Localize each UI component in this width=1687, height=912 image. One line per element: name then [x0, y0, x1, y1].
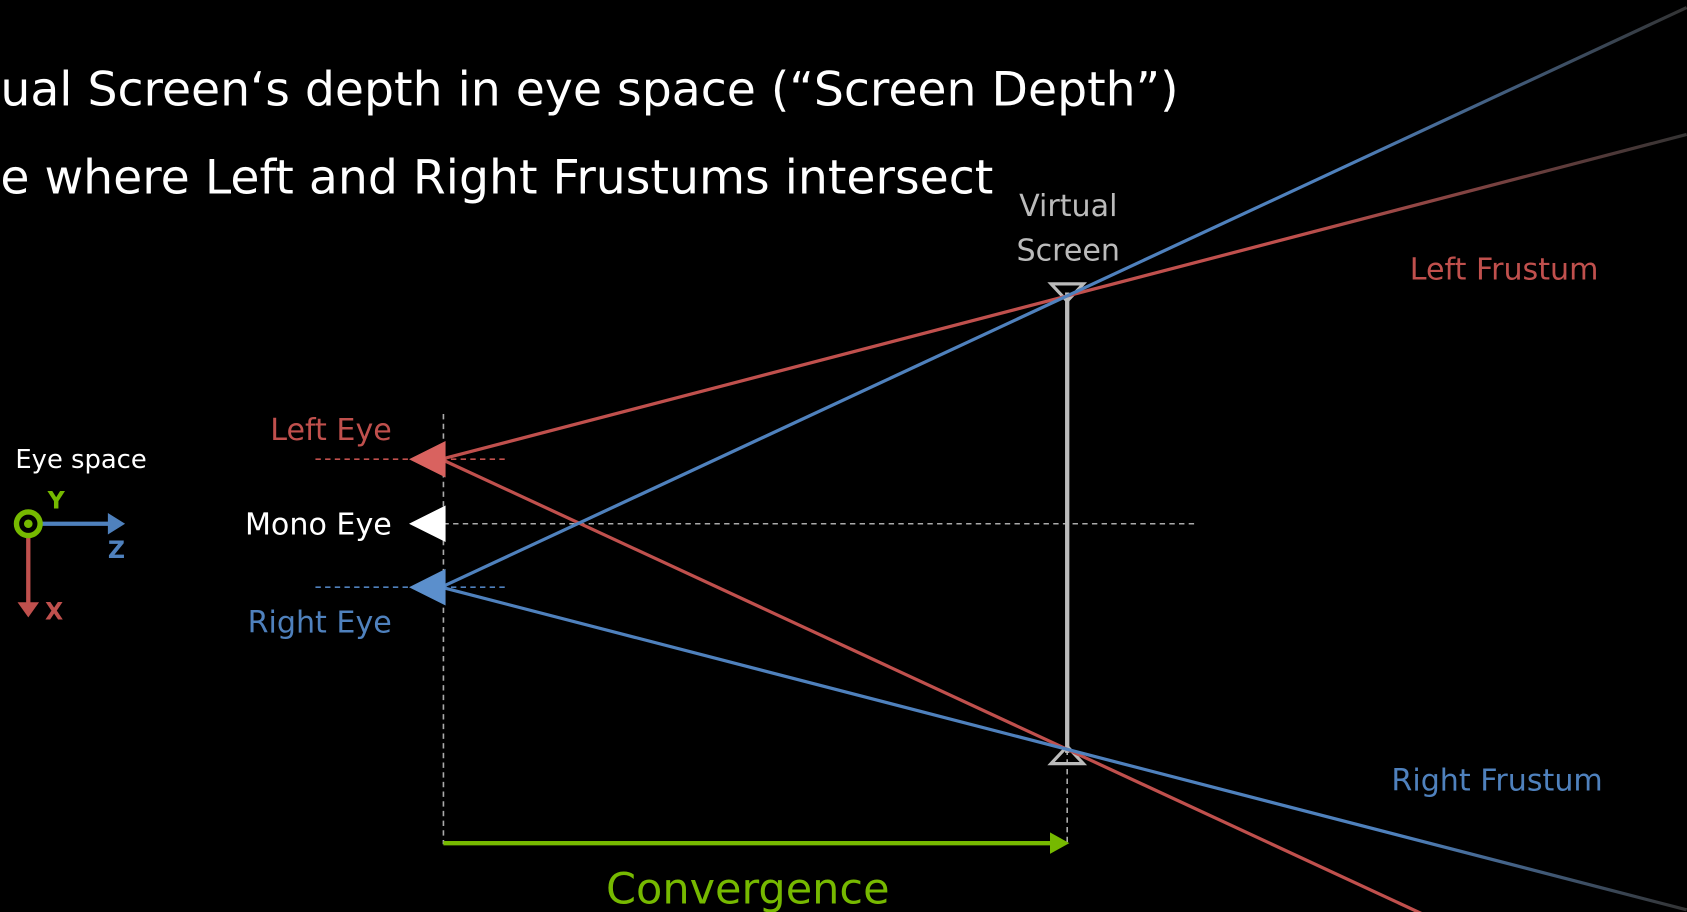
- screen-label: Screen: [1017, 233, 1121, 268]
- y-axis-label: Y: [47, 487, 66, 515]
- x-axis-label: X: [45, 597, 63, 625]
- mono-eye-icon: [409, 505, 446, 543]
- screen-bottom-marker: [1047, 744, 1088, 766]
- right-frustum-label: Right Frustum: [1391, 763, 1602, 798]
- mono-eye-label: Mono Eye: [245, 508, 392, 543]
- z-arrowhead: [107, 513, 126, 535]
- convergence-arrowhead: [1049, 832, 1070, 854]
- y-axis-dot: [23, 519, 33, 529]
- left-eye-icon: [409, 440, 446, 478]
- right-eye-icon: [409, 568, 446, 606]
- left-frustum-edge: [440, 457, 1423, 912]
- z-axis-label: Z: [108, 536, 125, 564]
- header-line: ual Screen‘s depth in eye space (“Screen…: [0, 62, 1178, 117]
- axes-title: Eye space: [15, 445, 146, 475]
- left-frustum-label: Left Frustum: [1410, 253, 1599, 288]
- left-eye-label: Left Eye: [270, 413, 392, 448]
- right-frustum-edge: [440, 6, 1687, 589]
- convergence-label: Convergence: [606, 864, 890, 912]
- right-frustum-edge: [440, 585, 1687, 912]
- header-line: e where Left and Right Frustums intersec…: [0, 151, 993, 206]
- screen-label: Virtual: [1019, 189, 1117, 224]
- right-eye-label: Right Eye: [248, 605, 392, 640]
- x-arrowhead: [17, 602, 40, 618]
